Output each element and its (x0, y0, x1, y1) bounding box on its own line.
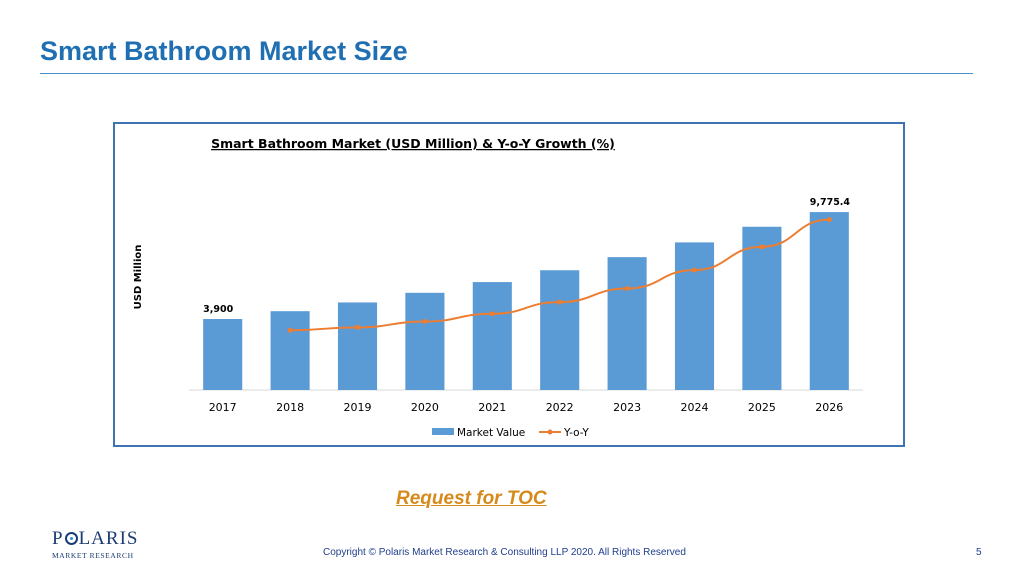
x-tick-2022: 2022 (546, 401, 574, 414)
x-tick-2021: 2021 (478, 401, 506, 414)
x-tick-2017: 2017 (209, 401, 237, 414)
x-tick-labels: 2017 2018 2019 2020 2021 2022 2023 2024 2025 2026 (209, 401, 844, 414)
yoy-line-layer (287, 217, 832, 333)
legend-label-yoy: Y-o-Y (563, 427, 589, 439)
data-label-2017: 3,900 (203, 304, 233, 315)
x-tick-2018: 2018 (276, 401, 304, 414)
x-tick-2025: 2025 (748, 401, 776, 414)
bar-2018 (270, 311, 310, 390)
y-axis-title: USD Million (133, 245, 144, 310)
legend-swatch-yoy-marker (547, 429, 553, 435)
yoy-point-2021 (489, 311, 495, 317)
yoy-point-2025 (759, 244, 765, 250)
copyright-text: Copyright © Polaris Market Research & Co… (323, 547, 686, 558)
bar-2026 (809, 212, 849, 390)
yoy-point-2022 (557, 299, 563, 305)
request-toc-link[interactable]: Request for TOC (396, 488, 547, 509)
logo-compass-icon (64, 532, 78, 545)
data-labels: 3,900 9,775.4 (203, 197, 850, 315)
yoy-point-2019 (355, 324, 360, 330)
yoy-point-2026 (826, 217, 832, 223)
x-tick-2026: 2026 (815, 401, 843, 414)
market-chart: Smart Bathroom Market (USD Million) & Y-… (133, 136, 863, 439)
bars-layer (203, 212, 849, 390)
page-number: 5 (976, 547, 982, 558)
bar-2021 (472, 282, 512, 390)
yoy-point-2023 (624, 286, 630, 292)
page-title: Smart Bathroom Market Size (40, 36, 408, 66)
bar-2022 (540, 270, 580, 390)
polaris-logo: P LARIS MARKET RESEARCH (52, 528, 139, 560)
yoy-line (290, 218, 830, 332)
legend-swatch-market-value (432, 428, 454, 435)
bar-2020 (405, 292, 445, 390)
title-divider (40, 73, 973, 74)
x-tick-2023: 2023 (613, 401, 641, 414)
chart-frame: Smart Bathroom Market (USD Million) & Y-… (113, 122, 905, 447)
bar-2024 (674, 242, 715, 390)
legend: Market Value Y-o-Y (432, 427, 589, 439)
bar-2017 (203, 319, 243, 390)
chart-title: Smart Bathroom Market (USD Million) & Y-… (211, 136, 615, 151)
yoy-point-2020 (422, 319, 428, 325)
data-label-2026: 9,775.4 (810, 197, 851, 208)
x-tick-2020: 2020 (411, 401, 439, 414)
yoy-point-2024 (692, 267, 697, 273)
x-tick-2024: 2024 (681, 401, 709, 414)
bar-2019 (337, 302, 378, 390)
x-tick-2019: 2019 (344, 401, 372, 414)
yoy-point-2018 (287, 327, 293, 333)
bar-2023 (607, 257, 647, 390)
legend-label-market-value: Market Value (457, 427, 525, 439)
bar-2025 (742, 226, 782, 390)
